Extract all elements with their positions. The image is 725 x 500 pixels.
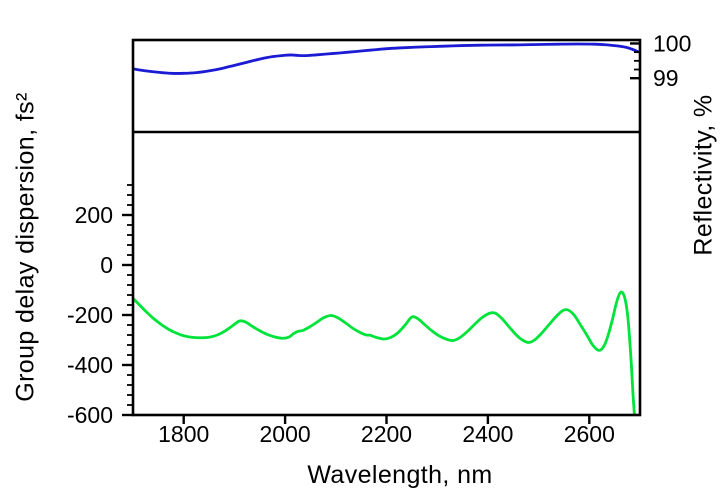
left-y-tick-label: -400 [67, 352, 113, 378]
x-axis-tick-label: 2400 [462, 421, 513, 447]
x-axis-tick-label: 2200 [361, 421, 412, 447]
x-axis-tick-label: 2600 [564, 421, 615, 447]
gdd-curve [133, 290, 636, 415]
x-axis-tick-label: 1800 [158, 421, 209, 447]
x-axis-title: Wavelength, nm [307, 461, 493, 489]
left-y-tick-label: 0 [100, 252, 113, 278]
left-y-axis-title: Group delay dispersion, fs² [11, 92, 40, 402]
reflectivity-curve [133, 42, 639, 75]
left-y-tick-label: -600 [67, 402, 113, 428]
right-y-tick-label: 100 [653, 30, 691, 56]
plot-border [131, 38, 642, 417]
left-y-tick-label: 200 [75, 202, 113, 228]
right-y-axis-title: Reflectivity, % [689, 94, 718, 256]
left-y-tick-label: -200 [67, 302, 113, 328]
right-y-tick-label: 99 [653, 65, 679, 91]
x-axis-tick-label: 2000 [260, 421, 311, 447]
